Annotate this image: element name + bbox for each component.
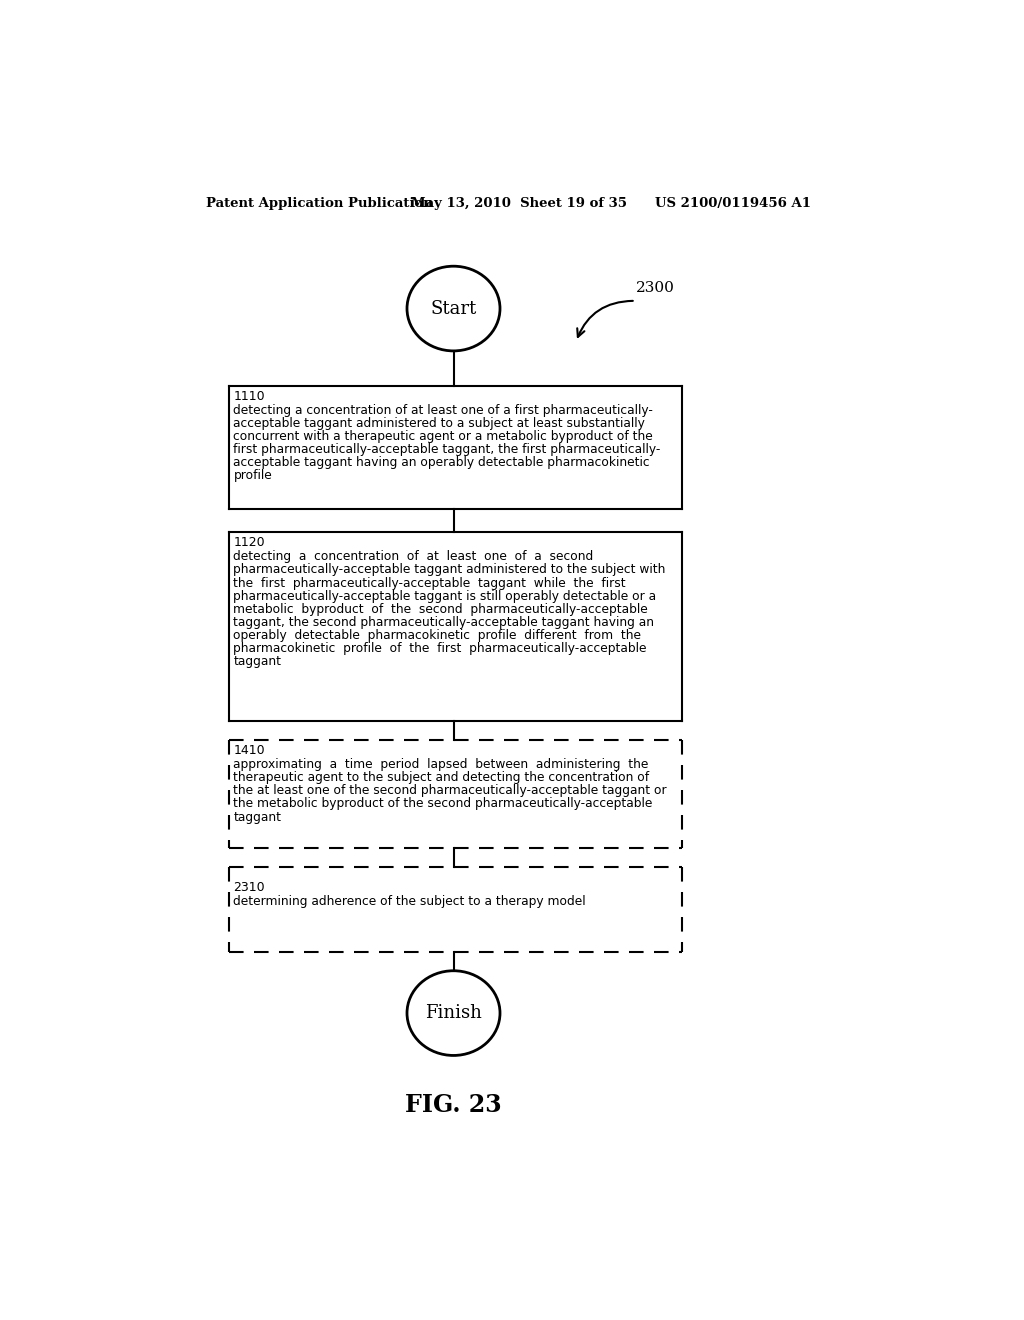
Text: approximating  a  time  period  lapsed  between  administering  the: approximating a time period lapsed betwe… [233, 758, 649, 771]
Text: taggant: taggant [233, 810, 282, 824]
Ellipse shape [407, 970, 500, 1056]
Text: concurrent with a therapeutic agent or a metabolic byproduct of the: concurrent with a therapeutic agent or a… [233, 430, 653, 444]
Text: acceptable taggant administered to a subject at least substantially: acceptable taggant administered to a sub… [233, 417, 645, 430]
Text: pharmaceutically-acceptable taggant is still operably detectable or a: pharmaceutically-acceptable taggant is s… [233, 590, 656, 603]
Text: FIG. 23: FIG. 23 [406, 1093, 502, 1118]
Text: 2300: 2300 [636, 281, 675, 294]
Text: detecting  a  concentration  of  at  least  one  of  a  second: detecting a concentration of at least on… [233, 550, 594, 564]
Text: Finish: Finish [425, 1005, 482, 1022]
Text: 1110: 1110 [233, 391, 265, 403]
Text: taggant: taggant [233, 655, 282, 668]
Text: pharmacokinetic  profile  of  the  first  pharmaceutically-acceptable: pharmacokinetic profile of the first pha… [233, 642, 647, 655]
FancyArrowPatch shape [578, 301, 633, 337]
Ellipse shape [407, 267, 500, 351]
Text: taggant, the second pharmaceutically-acceptable taggant having an: taggant, the second pharmaceutically-acc… [233, 615, 654, 628]
Text: determining adherence of the subject to a therapy model: determining adherence of the subject to … [233, 895, 586, 908]
Text: detecting a concentration of at least one of a first pharmaceutically-: detecting a concentration of at least on… [233, 404, 653, 417]
Text: May 13, 2010  Sheet 19 of 35: May 13, 2010 Sheet 19 of 35 [411, 197, 627, 210]
Text: the at least one of the second pharmaceutically-acceptable taggant or: the at least one of the second pharmaceu… [233, 784, 667, 797]
Text: first pharmaceutically-acceptable taggant, the first pharmaceutically-: first pharmaceutically-acceptable taggan… [233, 444, 660, 457]
Text: acceptable taggant having an operably detectable pharmacokinetic: acceptable taggant having an operably de… [233, 457, 650, 470]
Text: 1410: 1410 [233, 744, 265, 758]
Text: profile: profile [233, 470, 272, 483]
Text: the  first  pharmaceutically-acceptable  taggant  while  the  first: the first pharmaceutically-acceptable ta… [233, 577, 626, 590]
Text: Patent Application Publication: Patent Application Publication [206, 197, 432, 210]
Text: US 2100/0119456 A1: US 2100/0119456 A1 [655, 197, 811, 210]
Text: 1120: 1120 [233, 536, 265, 549]
Text: the metabolic byproduct of the second pharmaceutically-acceptable: the metabolic byproduct of the second ph… [233, 797, 652, 810]
Text: metabolic  byproduct  of  the  second  pharmaceutically-acceptable: metabolic byproduct of the second pharma… [233, 603, 648, 615]
Text: Start: Start [430, 300, 476, 318]
Text: therapeutic agent to the subject and detecting the concentration of: therapeutic agent to the subject and det… [233, 771, 649, 784]
Text: pharmaceutically-acceptable taggant administered to the subject with: pharmaceutically-acceptable taggant admi… [233, 564, 666, 577]
Text: operably  detectable  pharmacokinetic  profile  different  from  the: operably detectable pharmacokinetic prof… [233, 628, 641, 642]
Text: 2310: 2310 [233, 880, 265, 894]
